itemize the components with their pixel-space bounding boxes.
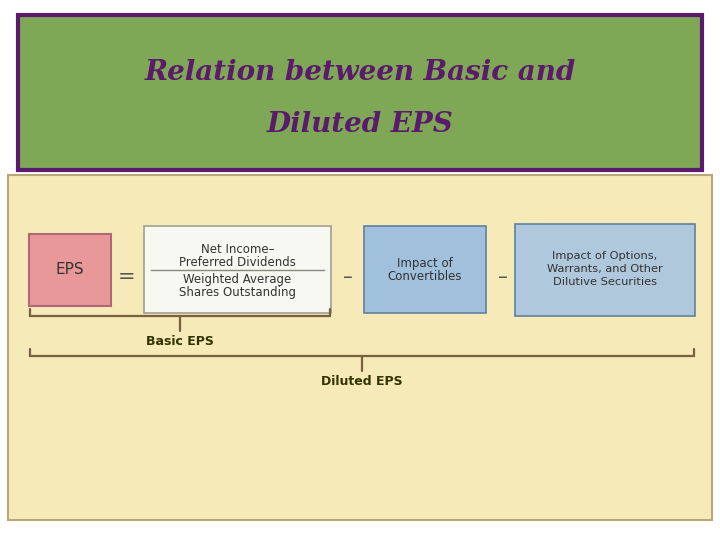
Text: Diluted EPS: Diluted EPS bbox=[321, 375, 402, 388]
FancyBboxPatch shape bbox=[8, 175, 712, 520]
FancyBboxPatch shape bbox=[364, 226, 486, 313]
FancyBboxPatch shape bbox=[18, 15, 702, 170]
Text: =: = bbox=[118, 267, 136, 287]
Text: Warrants, and Other: Warrants, and Other bbox=[547, 264, 663, 274]
Text: –: – bbox=[498, 267, 508, 287]
FancyBboxPatch shape bbox=[29, 234, 111, 306]
Text: Weighted Average: Weighted Average bbox=[184, 273, 292, 286]
Text: EPS: EPS bbox=[55, 262, 84, 278]
Text: Diluted EPS: Diluted EPS bbox=[266, 111, 454, 138]
Text: Impact of: Impact of bbox=[397, 257, 453, 270]
Text: Net Income–: Net Income– bbox=[201, 243, 274, 256]
Text: Preferred Dividends: Preferred Dividends bbox=[179, 256, 296, 269]
Text: Dilutive Securities: Dilutive Securities bbox=[553, 277, 657, 287]
Text: Shares Outstanding: Shares Outstanding bbox=[179, 286, 296, 299]
FancyBboxPatch shape bbox=[515, 224, 695, 316]
Text: Relation between Basic and: Relation between Basic and bbox=[145, 58, 575, 85]
Text: –: – bbox=[343, 267, 353, 287]
FancyBboxPatch shape bbox=[144, 226, 331, 313]
Text: Basic EPS: Basic EPS bbox=[146, 335, 214, 348]
Text: Impact of Options,: Impact of Options, bbox=[552, 251, 657, 261]
Text: Convertibles: Convertibles bbox=[388, 270, 462, 283]
